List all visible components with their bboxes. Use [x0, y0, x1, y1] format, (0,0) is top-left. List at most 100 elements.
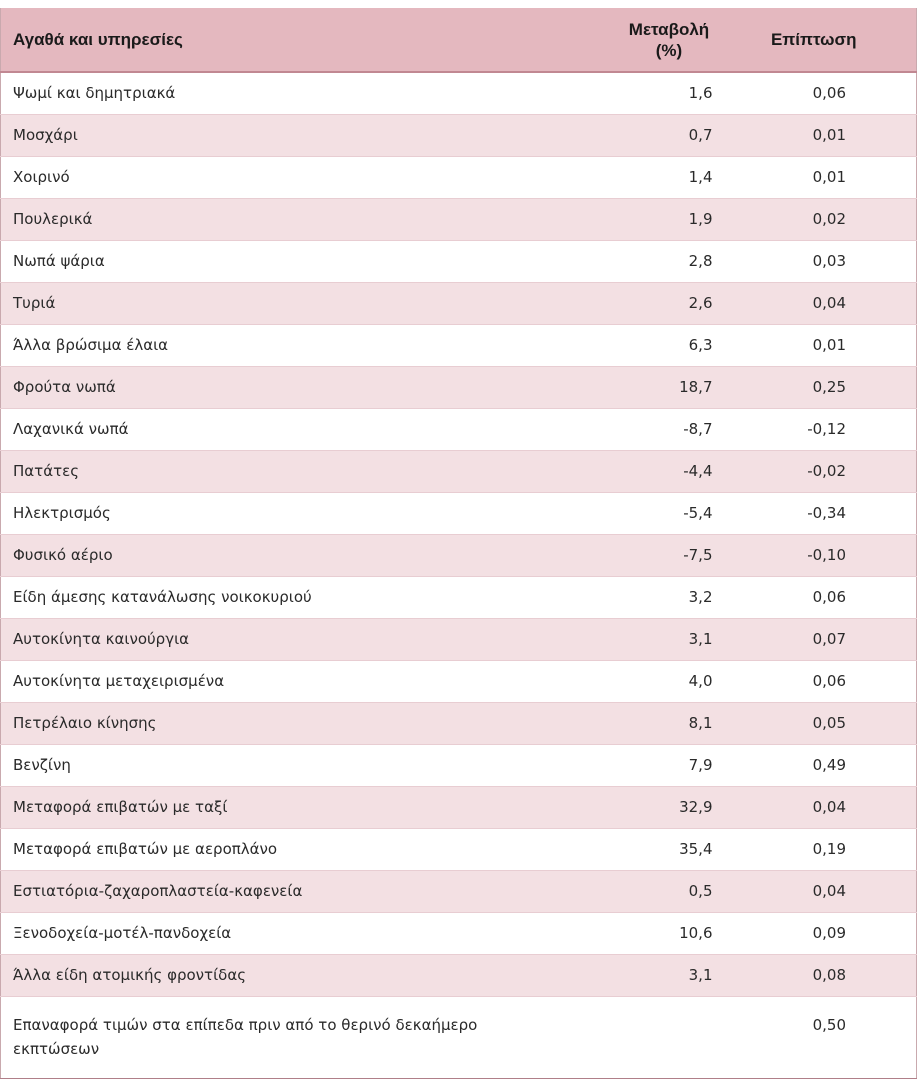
row-change-value: 8,1 [578, 702, 721, 745]
header-goods-and-services: Αγαθά και υπηρεσίες [0, 8, 579, 73]
row-item-name: Πετρέλαιο κίνησης [0, 702, 579, 745]
table-row: Μεταφορά επιβατών με αεροπλάνο 35,4 0,19 [0, 828, 917, 871]
row-item-name: Βενζίνη [0, 744, 579, 787]
row-impact-value: 0,01 [720, 324, 917, 367]
table-header-row: Αγαθά και υπηρεσίες Μεταβολή (%) Επίπτωσ… [0, 8, 917, 73]
row-change-value: 18,7 [578, 366, 721, 409]
row-item-name: Είδη άμεσης κατανάλωσης νοικοκυριού [0, 576, 579, 619]
row-item-name: Πατάτες [0, 450, 579, 493]
header-change-percent: Μεταβολή (%) [578, 8, 721, 73]
row-impact-value: 0,06 [720, 72, 917, 115]
row-change-value: 3,1 [578, 618, 721, 661]
row-impact-value: -0,02 [720, 450, 917, 493]
row-item-name: Φυσικό αέριο [0, 534, 579, 577]
table-row: Εστιατόρια-ζαχαροπλαστεία-καφενεία 0,5 0,0… [0, 870, 917, 913]
row-item-name: Μεταφορά επιβατών με αεροπλάνο [0, 828, 579, 871]
row-item-name: Μοσχάρι [0, 114, 579, 157]
header-impact: Επίπτωση [720, 8, 917, 73]
row-impact-value: 0,07 [720, 618, 917, 661]
table-row: Είδη άμεσης κατανάλωσης νοικοκυριού 3,2 0,… [0, 576, 917, 619]
row-item-name: Μεταφορά επιβατών με ταξί [0, 786, 579, 829]
table-row: Αυτοκίνητα μεταχειρισμένα 4,0 0,06 [0, 660, 917, 703]
price-change-table: Αγαθά και υπηρεσίες Μεταβολή (%) Επίπτωσ… [0, 8, 917, 1079]
row-impact-value: 0,49 [720, 744, 917, 787]
table-row: Μοσχάρι 0,7 0,01 [0, 114, 917, 157]
row-impact-value: 0,05 [720, 702, 917, 745]
table-row: Λαχανικά νωπά -8,7 -0,12 [0, 408, 917, 451]
row-change-value: -8,7 [578, 408, 721, 451]
row-change-value: 0,5 [578, 870, 721, 913]
row-impact-value: 0,04 [720, 786, 917, 829]
row-change-value: 1,4 [578, 156, 721, 199]
row-change-value: 32,9 [578, 786, 721, 829]
row-change-value: -5,4 [578, 492, 721, 535]
table-row: Χοιρινό 1,4 0,01 [0, 156, 917, 199]
row-impact-value: 0,02 [720, 198, 917, 241]
row-item-name: Νωπά ψάρια [0, 240, 579, 283]
table-row: Αυτοκίνητα καινούργια 3,1 0,07 [0, 618, 917, 661]
row-impact-value: 0,01 [720, 114, 917, 157]
table-row: Πατάτες -4,4 -0,02 [0, 450, 917, 493]
row-impact-value: 0,25 [720, 366, 917, 409]
table-row: Βενζίνη 7,9 0,49 [0, 744, 917, 787]
table-body: Ψωμί και δημητριακά 1,6 0,06 Μοσχάρι 0,7 0,01… [0, 72, 917, 1079]
row-impact-value: 0,06 [720, 576, 917, 619]
row-impact-value: 0,06 [720, 660, 917, 703]
row-change-value: 0,7 [578, 114, 721, 157]
row-impact-value: -0,34 [720, 492, 917, 535]
row-impact-value: 0,50 [720, 996, 917, 1079]
table-row: Επαναφορά τιμών στα επίπεδα πριν από το … [0, 996, 917, 1079]
table-row: Πετρέλαιο κίνησης 8,1 0,05 [0, 702, 917, 745]
row-item-name: Ξενοδοχεία-μοτέλ-πανδοχεία [0, 912, 579, 955]
row-item-name: Πουλερικά [0, 198, 579, 241]
row-impact-value: 0,03 [720, 240, 917, 283]
row-impact-value: 0,04 [720, 870, 917, 913]
table-row: Ξενοδοχεία-μοτέλ-πανδοχεία 10,6 0,09 [0, 912, 917, 955]
row-change-value: 1,9 [578, 198, 721, 241]
row-change-value: 3,2 [578, 576, 721, 619]
row-change-value: 10,6 [578, 912, 721, 955]
row-impact-value: 0,09 [720, 912, 917, 955]
row-item-name: Τυριά [0, 282, 579, 325]
table-row: Άλλα είδη ατομικής φροντίδας 3,1 0,08 [0, 954, 917, 997]
row-change-value: 2,8 [578, 240, 721, 283]
table-row: Άλλα βρώσιμα έλαια 6,3 0,01 [0, 324, 917, 367]
table-row: Ψωμί και δημητριακά 1,6 0,06 [0, 72, 917, 115]
row-change-value: -7,5 [578, 534, 721, 577]
table-row: Τυριά 2,6 0,04 [0, 282, 917, 325]
row-impact-value: 0,08 [720, 954, 917, 997]
row-impact-value: 0,19 [720, 828, 917, 871]
row-change-value: 6,3 [578, 324, 721, 367]
row-item-name: Άλλα είδη ατομικής φροντίδας [0, 954, 579, 997]
row-item-name: Χοιρινό [0, 156, 579, 199]
row-change-value: 35,4 [578, 828, 721, 871]
row-impact-value: 0,01 [720, 156, 917, 199]
table-row: Φρούτα νωπά 18,7 0,25 [0, 366, 917, 409]
row-impact-value: -0,12 [720, 408, 917, 451]
header-change-unit: (%) [655, 40, 683, 60]
table-row: Πουλερικά 1,9 0,02 [0, 198, 917, 241]
table-row: Ηλεκτρισμός -5,4 -0,34 [0, 492, 917, 535]
row-item-name: Ηλεκτρισμός [0, 492, 579, 535]
row-change-value [578, 996, 721, 1079]
table-row: Φυσικό αέριο -7,5 -0,10 [0, 534, 917, 577]
row-item-name: Αυτοκίνητα μεταχειρισμένα [0, 660, 579, 703]
row-change-value: 2,6 [578, 282, 721, 325]
row-item-name: Εστιατόρια-ζαχαροπλαστεία-καφενεία [0, 870, 579, 913]
row-item-name: Ψωμί και δημητριακά [0, 72, 579, 115]
row-item-name: Άλλα βρώσιμα έλαια [0, 324, 579, 367]
row-item-name: Φρούτα νωπά [0, 366, 579, 409]
row-impact-value: 0,04 [720, 282, 917, 325]
row-change-value: 1,6 [578, 72, 721, 115]
header-change-label: Μεταβολή [628, 19, 710, 39]
row-change-value: 7,9 [578, 744, 721, 787]
row-impact-value: -0,10 [720, 534, 917, 577]
row-item-name: Λαχανικά νωπά [0, 408, 579, 451]
row-change-value: -4,4 [578, 450, 721, 493]
row-item-name: Επαναφορά τιμών στα επίπεδα πριν από το … [0, 996, 579, 1079]
row-change-value: 3,1 [578, 954, 721, 997]
table-row: Νωπά ψάρια 2,8 0,03 [0, 240, 917, 283]
table-row: Μεταφορά επιβατών με ταξί 32,9 0,04 [0, 786, 917, 829]
row-change-value: 4,0 [578, 660, 721, 703]
row-item-name: Αυτοκίνητα καινούργια [0, 618, 579, 661]
